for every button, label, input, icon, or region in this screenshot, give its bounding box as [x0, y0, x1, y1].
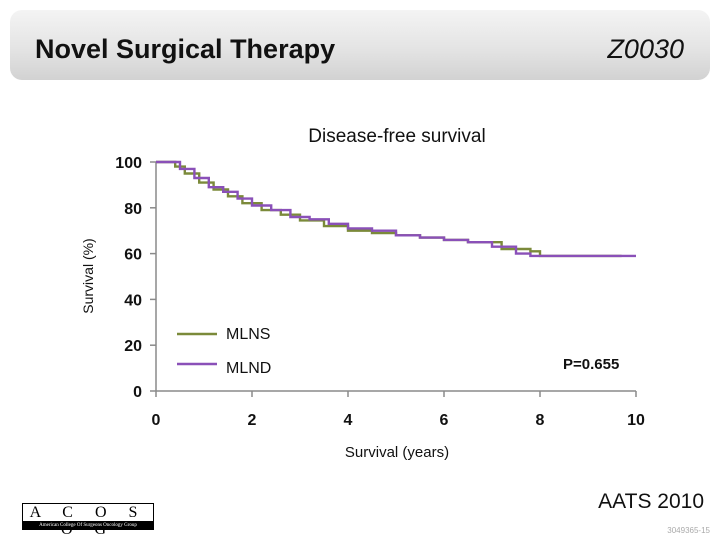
- x-tick-label: 6: [440, 412, 449, 429]
- y-tick-label: 20: [124, 338, 142, 355]
- meeting-label: AATS 2010: [598, 490, 704, 513]
- y-axis-label: Survival (%): [80, 238, 96, 313]
- slide-title: Novel Surgical Therapy: [35, 34, 336, 64]
- slide-code: 3049365-15: [667, 526, 710, 535]
- legend-label-mlnd: MLND: [226, 360, 271, 377]
- y-tick-label: 0: [133, 384, 142, 401]
- y-tick-label: 40: [124, 292, 142, 309]
- y-tick-label: 60: [124, 247, 142, 264]
- series-lines: [156, 160, 636, 258]
- x-axis-label: Survival (years): [345, 444, 449, 461]
- acosog-logo: A C O S O G: [22, 503, 154, 538]
- legend: MLNS MLND: [177, 326, 271, 377]
- y-tick-label: 80: [124, 201, 142, 218]
- series-line-mlns: [156, 160, 622, 258]
- x-tick-label: 0: [152, 412, 161, 429]
- series-line-mlnd: [156, 160, 636, 258]
- y-tick-label: 100: [115, 155, 142, 172]
- y-ticks: 0 20 40 60 80 100: [115, 155, 156, 401]
- x-tick-label: 4: [344, 412, 353, 429]
- legend-label-mlns: MLNS: [226, 326, 270, 343]
- chart-title: Disease-free survival: [308, 126, 485, 147]
- header-band: [10, 10, 710, 80]
- p-value-annotation: P=0.655: [563, 356, 619, 373]
- acosog-logo-subtext: American College Of Surgeons Oncology Gr…: [22, 521, 154, 530]
- x-ticks: 0 2 4 6 8 10: [152, 391, 645, 429]
- trial-id: Z0030: [607, 34, 684, 64]
- x-tick-label: 8: [536, 412, 545, 429]
- x-tick-label: 10: [627, 412, 645, 429]
- x-tick-label: 2: [248, 412, 257, 429]
